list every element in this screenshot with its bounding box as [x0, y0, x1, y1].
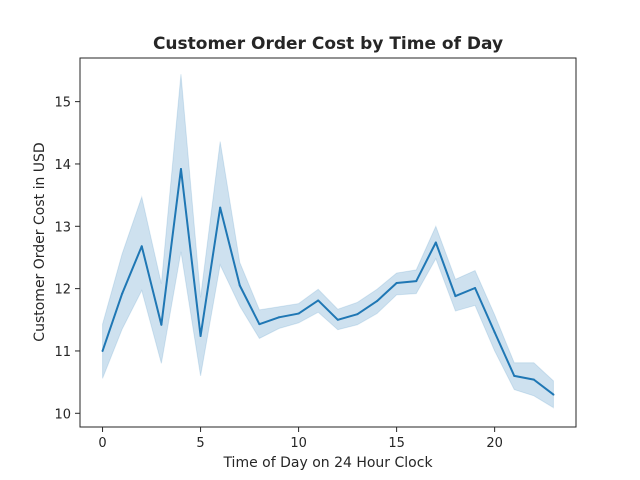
axes-frame: [79, 57, 577, 428]
data-point: [336, 318, 339, 321]
data-point: [552, 393, 555, 396]
data-point: [179, 167, 182, 170]
data-points: [101, 167, 555, 396]
chart-title: Customer Order Cost by Time of Day: [153, 34, 503, 54]
x-tick-label: 0: [98, 436, 106, 451]
data-point: [140, 245, 143, 248]
data-point: [532, 378, 535, 381]
y-tick-label: 11: [54, 345, 71, 360]
data-point: [493, 331, 496, 334]
data-point: [101, 349, 104, 352]
data-point: [454, 295, 457, 298]
x-tick-label: 5: [196, 436, 204, 451]
data-point: [317, 299, 320, 302]
data-point: [513, 374, 516, 377]
y-axis-ticks: 10 11 12 13 14 15: [54, 96, 80, 422]
x-axis-label: Time of Day on 24 Hour Clock: [222, 455, 433, 471]
y-tick-label: 10: [54, 407, 71, 422]
y-tick-label: 15: [54, 96, 71, 111]
confidence-band: [102, 74, 554, 409]
data-point: [415, 280, 418, 283]
data-point: [297, 312, 300, 315]
y-tick-label: 13: [54, 220, 71, 235]
data-point: [474, 287, 477, 290]
data-point: [434, 241, 437, 244]
data-point: [238, 284, 241, 287]
x-tick-label: 15: [388, 436, 405, 451]
x-tick-label: 10: [290, 436, 307, 451]
x-tick-label: 20: [486, 436, 503, 451]
series-line: [101, 167, 555, 396]
y-tick-label: 14: [54, 158, 71, 173]
y-tick-label: 12: [54, 283, 71, 298]
data-point: [277, 316, 280, 319]
plot-area: 0 5 10 15 20 10 11 12 13 14 15: [54, 57, 577, 451]
data-point: [199, 334, 202, 337]
y-axis-label: Customer Order Cost in USD: [32, 142, 48, 341]
data-point: [356, 313, 359, 316]
x-axis-ticks: 0 5 10 15 20: [98, 427, 503, 451]
data-point: [395, 282, 398, 285]
data-point: [219, 206, 222, 209]
data-point: [258, 323, 261, 326]
data-point: [160, 323, 163, 326]
data-point: [376, 300, 379, 303]
data-point: [121, 292, 124, 295]
